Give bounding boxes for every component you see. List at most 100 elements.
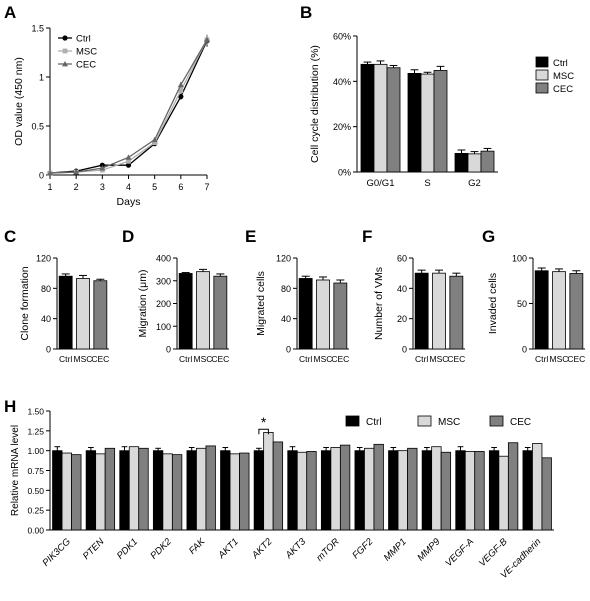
panel-label-g: G — [482, 227, 495, 246]
y-tick-label: 0 — [402, 345, 407, 355]
bar-ctrl — [220, 450, 231, 531]
y-tick-label: 1.50 — [27, 407, 44, 417]
y-axis-label: Migration (μm) — [137, 270, 149, 338]
y-tick-label: 0.75 — [27, 466, 44, 476]
y-tick-label: 200 — [156, 299, 171, 309]
y-axis-label: Migrated cells — [255, 271, 267, 336]
bar-ctrl — [488, 450, 500, 531]
bar-cec — [306, 451, 317, 531]
bar-ctrl — [407, 73, 422, 173]
bar-ctrl — [388, 450, 399, 531]
legend-label: CEC — [553, 84, 573, 95]
bar-cec — [507, 442, 519, 531]
y-tick-label: 100 — [156, 322, 171, 332]
y-tick-label: 1.25 — [27, 426, 44, 436]
data-point — [178, 88, 184, 94]
data-point — [99, 165, 106, 171]
y-tick-label: 0 — [522, 345, 527, 355]
x-tick-label: 5 — [152, 182, 157, 192]
bar-msc — [316, 279, 330, 350]
x-tick-label: G2 — [468, 178, 481, 189]
legend-swatch — [345, 415, 360, 427]
data-point — [178, 94, 184, 100]
bar-ctrl — [85, 450, 97, 531]
y-axis-label: Invaded cells — [487, 273, 499, 334]
bar-cec — [339, 444, 351, 531]
data-point — [204, 36, 210, 43]
bar-msc — [330, 447, 341, 531]
bar-ctrl — [454, 153, 469, 173]
bar-ctrl — [414, 272, 429, 350]
x-tick-label: Ctrl — [179, 354, 192, 364]
y-tick-label: 40 — [281, 314, 291, 324]
bar-ctrl — [178, 273, 193, 350]
x-tick-label: AKT3 — [283, 536, 309, 562]
y-tick-label: 0.5 — [31, 122, 44, 132]
x-tick-label: PIK3CG — [40, 536, 72, 568]
y-tick-label: 300 — [156, 276, 171, 286]
x-tick-label: CEC — [331, 354, 349, 364]
bar-ctrl — [455, 450, 466, 531]
y-tick-label: 0% — [338, 168, 351, 178]
x-tick-label: mTOR — [314, 536, 342, 564]
bar-msc — [397, 450, 408, 531]
y-tick-label: 1 — [39, 73, 44, 83]
bar-cec — [386, 67, 401, 173]
x-tick-label: FAK — [187, 536, 208, 557]
legend-swatch — [535, 56, 549, 68]
bar-cec — [239, 452, 250, 531]
series-line-msc — [49, 39, 208, 174]
bar-msc — [128, 446, 140, 531]
bar-ctrl — [298, 278, 313, 350]
x-tick-label: PTEN — [81, 536, 107, 562]
bar-ctrl — [354, 450, 365, 531]
y-tick-label: 400 — [156, 254, 171, 264]
bar-msc — [432, 272, 446, 350]
series-line-cec — [49, 39, 208, 174]
bar-cec — [213, 275, 228, 350]
x-tick-label: FGF2 — [350, 536, 375, 561]
legend-label: Ctrl — [366, 417, 382, 428]
bar-msc — [467, 153, 482, 173]
bar-cec — [569, 273, 584, 350]
x-tick-label: 2 — [74, 182, 79, 192]
bar-msc — [95, 453, 106, 531]
bar-msc — [76, 278, 90, 350]
y-tick-label: 60 — [397, 254, 407, 264]
y-axis-label: Relative mRNA level — [10, 425, 21, 516]
y-tick-label: 80 — [41, 284, 51, 294]
bar-ctrl — [119, 450, 130, 531]
y-tick-label: 20 — [397, 314, 407, 324]
x-tick-label: 7 — [204, 182, 209, 192]
bar-cec — [433, 70, 448, 173]
bar-ctrl — [522, 450, 533, 531]
y-tick-label: 1.00 — [27, 446, 44, 456]
bar-ctrl — [58, 275, 73, 350]
legend-label: MSC — [76, 47, 97, 58]
data-point — [47, 170, 53, 176]
x-tick-label: Ctrl — [535, 354, 548, 364]
panel-label-f: F — [362, 227, 372, 246]
bar-cec — [171, 454, 183, 531]
y-tick-label: 120 — [276, 254, 291, 264]
panel-label-c: C — [4, 227, 16, 246]
legend-swatch — [489, 415, 504, 427]
x-tick-label: G0/G1 — [367, 178, 395, 189]
legend-label: CEC — [510, 417, 531, 428]
bar-ctrl — [421, 450, 433, 531]
y-tick-label: 40% — [333, 77, 351, 87]
bar-msc — [162, 453, 173, 531]
bar-cec — [373, 443, 384, 531]
y-tick-label: 0 — [46, 345, 51, 355]
bar-cec — [440, 451, 452, 531]
bar-msc — [532, 443, 543, 531]
bar-cec — [71, 454, 82, 531]
bar-msc — [196, 271, 210, 350]
x-tick-label: MMP1 — [382, 536, 409, 563]
data-point — [73, 169, 80, 175]
bar-cec — [480, 150, 495, 173]
panel-label-b: B — [300, 3, 312, 22]
bar-msc — [498, 455, 509, 531]
panel-label-h: H — [4, 397, 16, 416]
